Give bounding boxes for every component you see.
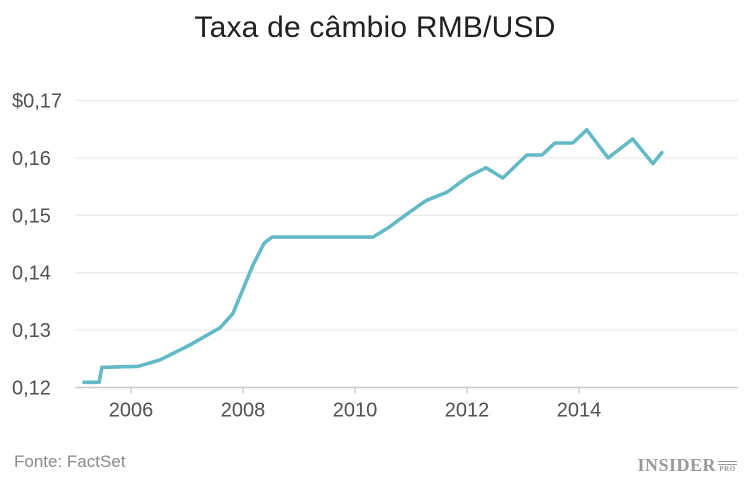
logo-bar-icon [718,460,737,462]
y-tick-label: $0,17 [12,91,62,113]
chart-title: Taxa de câmbio RMB/USD [194,11,556,44]
y-tick-label: 0,16 [12,148,51,170]
logo-pro-label: PRO [719,465,736,473]
y-tick-label: 0,15 [12,205,51,227]
series-line-rmb-usd [82,128,664,385]
x-tick-label: 2008 [221,400,266,422]
y-tick-label: 0,12 [12,378,51,400]
y-tick-label: 0,13 [12,320,51,342]
logo-bar-icon [718,463,737,465]
x-tick-label: 2006 [109,400,154,422]
logo-pro-badge: PRO [718,460,737,474]
x-tick-label: 2010 [333,400,378,422]
x-tick-label: 2012 [445,400,490,422]
logo-wordmark: INSIDER [637,455,716,475]
x-tick-label: 2014 [557,400,602,422]
source-credit: Fonte: FactSet [14,452,126,471]
y-tick-label: 0,14 [12,263,51,285]
insiderpro-logo: INSIDER PRO [637,456,737,474]
